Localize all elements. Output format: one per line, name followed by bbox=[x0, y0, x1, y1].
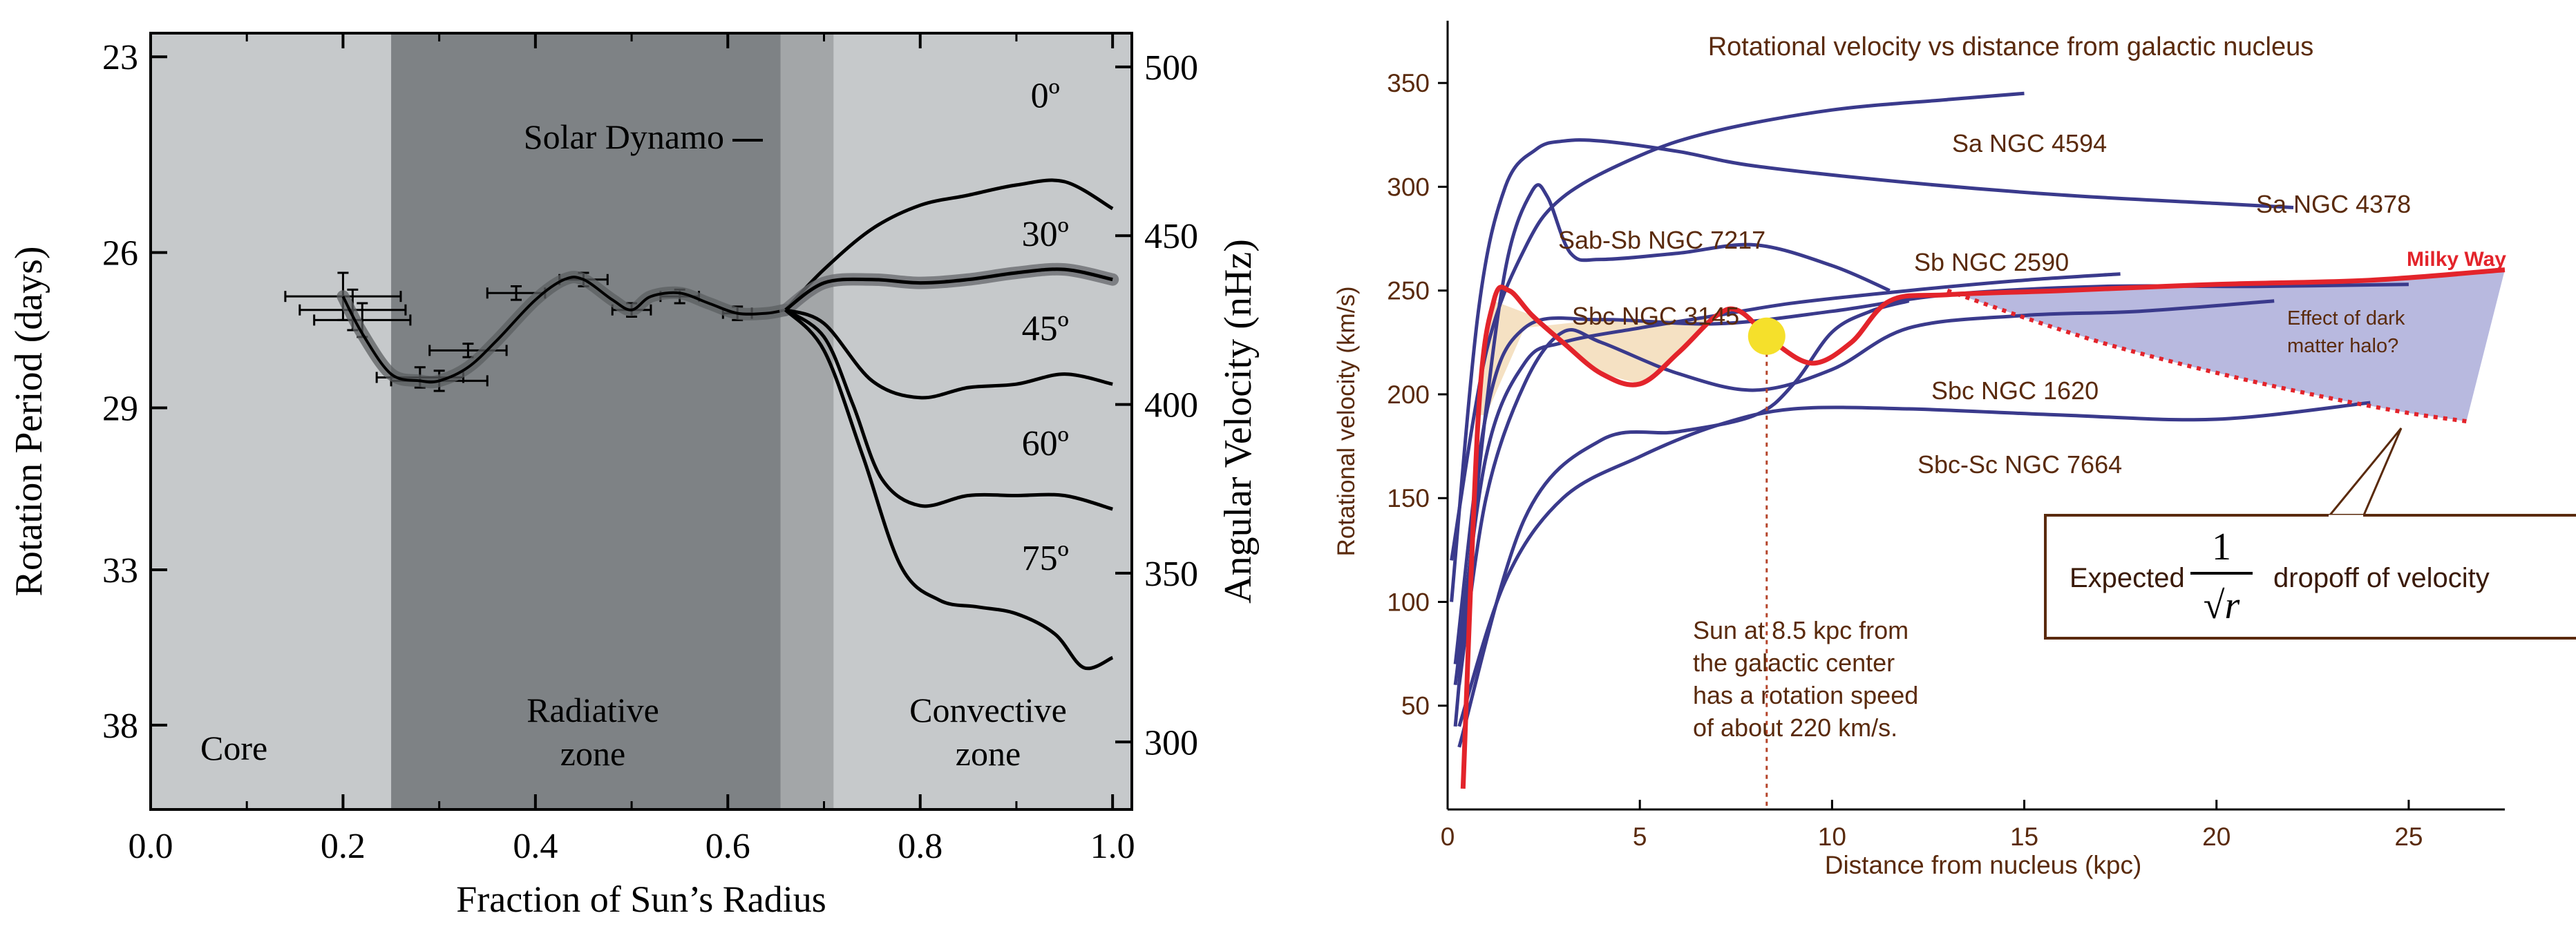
zone-convective-zone bbox=[833, 33, 1132, 809]
milky-way-curve bbox=[1460, 267, 2506, 789]
latitude-label-0: 0º bbox=[1031, 77, 1060, 116]
latitude-line-0 bbox=[784, 178, 1114, 311]
callout-fraction-numerator: 1 bbox=[2212, 526, 2231, 568]
dark-matter-label-line1: Effect of dark bbox=[2287, 307, 2405, 329]
galactic-x-tick-label: 10 bbox=[1818, 823, 1846, 851]
solar-x-tick-label: 0.4 bbox=[513, 827, 558, 866]
galaxy-curve-sab-sb-ngc-7217 bbox=[1453, 183, 1891, 727]
milky-way-label: Milky Way bbox=[2407, 248, 2506, 271]
solar-x-tick-label: 0.2 bbox=[321, 827, 366, 866]
radiative-zone-label-line2: zone bbox=[560, 734, 625, 773]
latitude-label-45: 45º bbox=[1022, 309, 1069, 349]
callout-fraction-denominator: √r bbox=[2204, 584, 2240, 627]
radiative-zone-label-line1: Radiative bbox=[527, 691, 659, 729]
latitude-label-75: 75º bbox=[1022, 539, 1069, 578]
galactic-x-tick-label: 0 bbox=[1441, 823, 1455, 851]
solar-right-tick-label: 400 bbox=[1144, 386, 1198, 425]
error-bar bbox=[313, 302, 412, 338]
interior-profile-line bbox=[341, 276, 786, 384]
solar-left-tick-label: 33 bbox=[102, 551, 138, 591]
solar-left-tick-label: 26 bbox=[102, 234, 138, 274]
zone-radiative-zone bbox=[391, 33, 781, 809]
solar-x-tick-label: 1.0 bbox=[1090, 827, 1135, 866]
callout-box bbox=[2044, 514, 2576, 640]
callout-suffix: dropoff of velocity bbox=[2273, 563, 2490, 593]
galactic-x-axis-label: Distance from nucleus (kpc) bbox=[1825, 851, 2142, 879]
galaxy-curve-sa-ngc-4378 bbox=[1450, 138, 2294, 602]
dark-matter-label-line2: matter halo? bbox=[2287, 335, 2398, 357]
expected-dropoff-callout: Expected 1 √r dropoff of velocity bbox=[2044, 428, 2576, 640]
zone-core bbox=[151, 33, 392, 809]
galactic-y-axis-label: Rotational velocity (km/s) bbox=[1333, 287, 1360, 557]
latitude-line-75 bbox=[784, 308, 1114, 671]
solar-x-tick-label: 0.6 bbox=[705, 827, 750, 866]
galaxy-label-sab-sb-ngc-7217: Sab-Sb NGC 7217 bbox=[1558, 226, 1765, 254]
latitude-line-60 bbox=[784, 308, 1113, 511]
latitude-label-60: 60º bbox=[1022, 424, 1069, 463]
galactic-x-tick-label: 15 bbox=[2010, 823, 2038, 851]
galaxy-curve-sbc-ngc-1620 bbox=[1457, 299, 2275, 686]
callout-pointer bbox=[2326, 428, 2403, 518]
galactic-x-tick-label: 5 bbox=[1633, 823, 1647, 851]
solar-x-axis-label: Fraction of Sun’s Radius bbox=[456, 879, 826, 920]
convective-zone-label-line2: zone bbox=[956, 734, 1021, 773]
solar-dynamo-annotation: Solar Dynamo bbox=[524, 117, 724, 156]
latitude-line-30 bbox=[784, 267, 1113, 311]
expected-dropoff-curve bbox=[1947, 288, 2467, 423]
zone-solar-dynamo bbox=[780, 33, 834, 809]
galactic-y-tick-label: 250 bbox=[1387, 277, 1430, 305]
galaxy-label-sbc-ngc-1620: Sbc NGC 1620 bbox=[1931, 376, 2099, 405]
galaxy-label-sbc-sc-ngc-7664: Sbc-Sc NGC 7664 bbox=[1917, 450, 2122, 479]
solar-x-tick-label: 0.0 bbox=[129, 827, 173, 866]
galaxy-curve-sbc-sc-ngc-7664 bbox=[1457, 401, 2371, 727]
solar-right-tick-label: 450 bbox=[1144, 217, 1198, 256]
galactic-chart-title: Rotational velocity vs distance from gal… bbox=[1708, 32, 2314, 61]
dark-matter-halo-region bbox=[1947, 269, 2505, 421]
sun-note-line4: of about 220 km/s. bbox=[1693, 713, 1897, 742]
solar-x-tick-label: 0.8 bbox=[898, 827, 943, 866]
solar-right-tick-label: 300 bbox=[1144, 723, 1198, 762]
galactic-y-tick-label: 200 bbox=[1387, 381, 1430, 409]
solar-rotation-chart: 0.0 0.2 0.4 0.6 0.8 1.0 23 26 29 33 38 500 450 400 350… bbox=[8, 32, 1260, 920]
galaxy-label-sbc-ngc-3145: Sbc NGC 3145 bbox=[1572, 302, 1739, 330]
solar-left-axis-label: Rotation Period (days) bbox=[8, 246, 50, 596]
callout-prefix: Expected bbox=[2070, 563, 2185, 593]
galaxy-label-sa-ngc-4378: Sa NGC 4378 bbox=[2256, 190, 2411, 218]
galactic-y-tick-label: 100 bbox=[1387, 588, 1430, 616]
solar-plot-frame bbox=[149, 32, 1133, 811]
galactic-y-tick-label: 150 bbox=[1387, 484, 1430, 512]
sun-note-line2: the galactic center bbox=[1693, 649, 1895, 677]
galactic-y-tick-label: 350 bbox=[1387, 69, 1430, 97]
galaxy-label-sa-ngc-4594: Sa NGC 4594 bbox=[1952, 129, 2107, 157]
solar-left-tick-label: 23 bbox=[102, 38, 138, 77]
galactic-rotation-chart: 0 5 10 15 20 25 50 100 150 200 250 300 350 Sa NGC 45… bbox=[1333, 21, 2576, 879]
sun-marker bbox=[1748, 317, 1786, 355]
galaxy-label-sb-ngc-2590: Sb NGC 2590 bbox=[1914, 248, 2069, 276]
solar-right-axis-label: Angular Velocity (nHz) bbox=[1217, 239, 1260, 604]
sun-note-line1: Sun at 8.5 kpc from bbox=[1693, 616, 1909, 644]
solar-left-tick-label: 29 bbox=[102, 389, 138, 428]
latitude-label-30: 30º bbox=[1022, 215, 1069, 254]
milky-way-highlight-fill bbox=[1478, 300, 1717, 415]
latitude-line-45 bbox=[784, 308, 1113, 400]
galactic-x-tick-label: 25 bbox=[2394, 823, 2423, 851]
solar-right-tick-label: 500 bbox=[1144, 48, 1198, 88]
solar-left-tick-label: 38 bbox=[102, 707, 138, 746]
sun-note-line3: has a rotation speed bbox=[1693, 681, 1918, 709]
core-zone-label: Core bbox=[200, 729, 267, 767]
solar-right-tick-label: 350 bbox=[1144, 555, 1198, 594]
galactic-y-tick-label: 300 bbox=[1387, 173, 1430, 201]
convective-zone-label-line1: Convective bbox=[909, 691, 1067, 729]
galactic-x-tick-label: 20 bbox=[2202, 823, 2231, 851]
galactic-y-tick-label: 50 bbox=[1401, 692, 1430, 720]
galaxy-curve-lower-curve bbox=[1457, 299, 1910, 748]
